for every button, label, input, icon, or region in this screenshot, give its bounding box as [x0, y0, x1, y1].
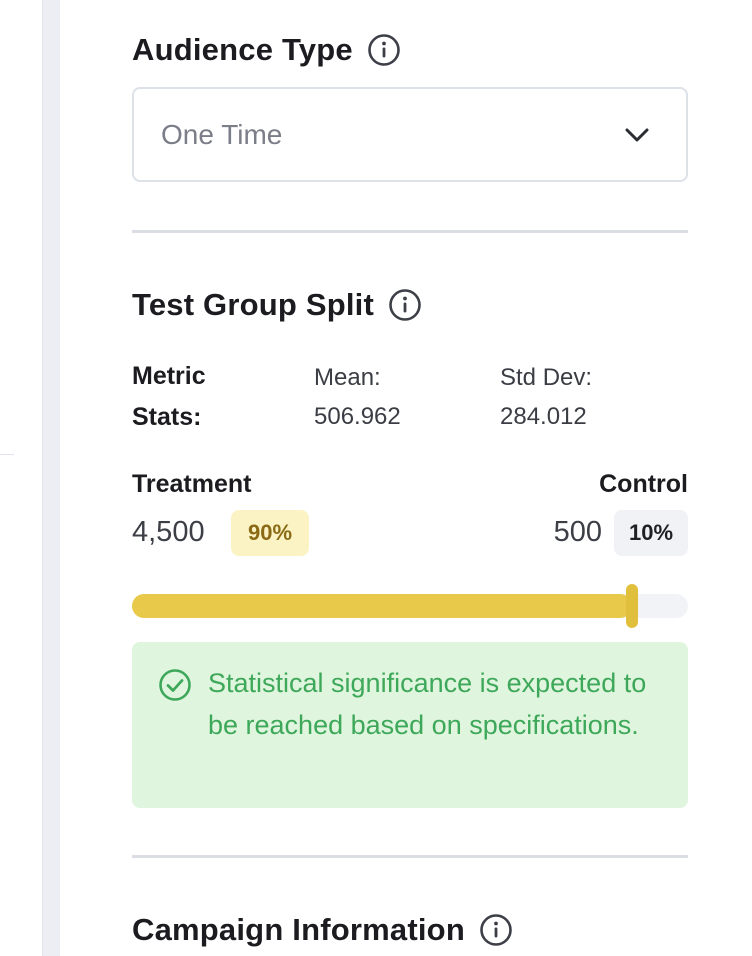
test-group-split-heading: Test Group Split [132, 287, 422, 323]
section-divider [132, 855, 688, 858]
slider-fill [132, 594, 632, 618]
significance-alert: Statistical significance is expected to … [132, 642, 688, 808]
check-circle-icon [158, 668, 192, 702]
campaign-information-heading: Campaign Information [132, 912, 513, 948]
rail-tick [0, 454, 14, 455]
test-group-split-title: Test Group Split [132, 287, 375, 322]
section-divider [132, 230, 688, 233]
std-dev-value: 284.012 [500, 403, 587, 430]
audience-type-heading: Audience Type [132, 32, 401, 68]
mean-label: Mean: [314, 364, 381, 391]
std-dev-label: Std Dev: [500, 364, 593, 391]
split-slider[interactable] [132, 584, 688, 628]
mean-value: 506.962 [314, 403, 401, 430]
scrollbar-rail[interactable] [42, 0, 60, 956]
metric-stats-label: Metric Stats: [132, 362, 206, 431]
treatment-count: 4,500 [132, 516, 205, 548]
treatment-label: Treatment [132, 470, 252, 498]
info-icon[interactable] [479, 913, 513, 947]
audience-type-value: One Time [161, 119, 283, 150]
significance-message: Statistical significance is expected to … [208, 668, 647, 740]
slider-handle[interactable] [626, 584, 638, 628]
control-percent-badge: 10% [614, 510, 688, 556]
control-count: 500 [553, 516, 602, 548]
chevron-down-icon[interactable] [624, 125, 650, 145]
info-icon[interactable] [367, 33, 401, 67]
left-rail [0, 0, 60, 956]
control-label: Control [599, 470, 688, 498]
treatment-percent-badge: 90% [231, 510, 309, 556]
audience-type-title: Audience Type [132, 32, 353, 67]
info-icon[interactable] [388, 288, 422, 322]
campaign-information-title: Campaign Information [132, 912, 465, 947]
audience-type-select[interactable]: One Time [132, 87, 688, 182]
